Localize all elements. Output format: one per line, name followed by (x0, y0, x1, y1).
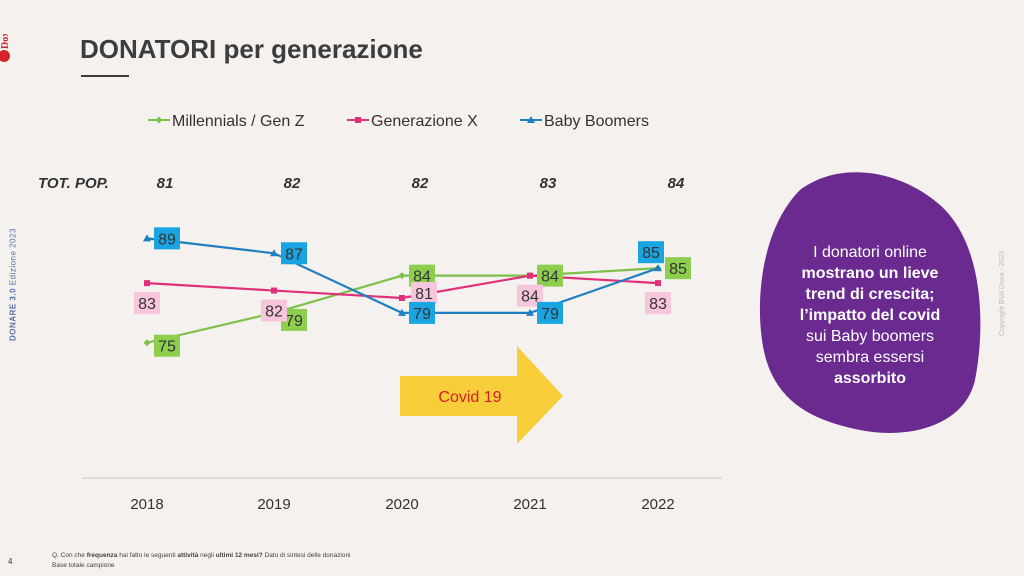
data-point (398, 272, 406, 280)
callout-line-1: I donatori online (813, 244, 927, 261)
data-label: 87 (285, 246, 303, 263)
tot-pop-row: TOT. POP. 81 82 82 83 84 (38, 175, 685, 192)
x-tick-label: 2021 (513, 496, 546, 513)
data-label: 75 (158, 339, 176, 356)
svg-text:Doxa: Doxa (0, 34, 11, 49)
page-title: DONATORI per generazione (80, 34, 423, 64)
tot-pop-value: 83 (540, 175, 557, 192)
data-label-bg (154, 227, 180, 250)
data-point (398, 308, 406, 316)
data-label: 83 (138, 296, 156, 313)
bva-doxa-logo: Doxa (0, 27, 24, 62)
tot-pop-value: 84 (668, 175, 685, 192)
covid-arrow-label: Covid 19 (438, 389, 501, 406)
data-point (144, 280, 150, 287)
data-label-bg (411, 282, 437, 304)
data-label: 83 (649, 296, 667, 313)
covid-arrow: Covid 19 (400, 346, 563, 444)
series-layer (143, 234, 662, 347)
callout-line-3: trend di crescita; (805, 286, 935, 303)
data-label-bg (261, 299, 287, 322)
x-tick-label: 2019 (257, 496, 290, 513)
data-label-bg (638, 241, 664, 264)
legend-label: Millennials / Gen Z (172, 113, 305, 130)
legend-marker (355, 117, 361, 123)
data-point (526, 308, 534, 316)
tot-pop-value: 81 (157, 175, 174, 192)
footnote: Q. Con che frequenza hai fatto le seguen… (52, 551, 351, 571)
data-label: 89 (158, 231, 176, 248)
data-label-bg (645, 292, 671, 315)
x-tick-label: 2018 (130, 496, 163, 513)
data-point (399, 295, 405, 301)
data-label: 81 (415, 286, 433, 303)
tot-pop-value: 82 (284, 175, 301, 192)
data-label: 85 (642, 245, 660, 262)
data-label-bg (154, 334, 180, 357)
data-label: 84 (521, 289, 539, 306)
data-label: 79 (285, 313, 303, 330)
data-label: 79 (413, 306, 431, 323)
data-label: 79 (541, 306, 559, 323)
page-number: 4 (8, 557, 13, 566)
tot-pop-label: TOT. POP. (38, 175, 109, 192)
data-label-bg (665, 257, 691, 280)
data-label-bg (134, 292, 160, 315)
data-point (143, 234, 151, 242)
legend-marker (527, 116, 535, 123)
data-label-bg (281, 308, 307, 331)
legend: Millennials / Gen Z Generazione X Baby Boo… (148, 113, 649, 130)
data-point (271, 287, 277, 294)
title-underline (81, 75, 129, 77)
callout-line-5: sui Baby boomers (805, 328, 935, 345)
data-point (527, 272, 533, 279)
data-point (655, 280, 661, 287)
tot-pop-value: 82 (412, 175, 429, 192)
x-axis-ticks: 2018 2019 2020 2021 2022 (130, 496, 674, 513)
data-label-bg (281, 242, 307, 265)
callout-line-7: assorbito (833, 370, 906, 387)
data-label-bg (409, 264, 435, 287)
data-label-bg (537, 301, 563, 324)
data-label: 85 (669, 261, 687, 278)
data-label-bg (409, 301, 435, 324)
callout-text: I donatori online mostrano un lieve tren… (772, 242, 968, 389)
covid-arrow-shape (400, 346, 563, 444)
footnote-base: Base totale campione (52, 562, 115, 569)
callout-line-4: l’impatto del covid (799, 307, 941, 324)
data-label: 82 (265, 304, 283, 321)
data-point (143, 339, 151, 347)
callout-line-6: sembra essersi (815, 349, 925, 366)
data-point (654, 264, 662, 272)
callout-line-2: mostrano un lieve (801, 265, 939, 282)
legend-label: Baby Boomers (544, 113, 649, 130)
legend-label: Generazione X (371, 113, 478, 130)
data-label-bg (517, 284, 543, 307)
data-label-bg (537, 264, 563, 287)
x-tick-label: 2022 (641, 496, 674, 513)
data-label: 84 (541, 269, 559, 286)
x-tick-label: 2020 (385, 496, 418, 513)
legend-marker (155, 116, 163, 124)
data-label: 84 (413, 269, 431, 286)
footnote-question: Q. Con che frequenza hai fatto le seguen… (52, 552, 351, 559)
callout-blob (759, 172, 981, 433)
data-point (270, 249, 278, 257)
